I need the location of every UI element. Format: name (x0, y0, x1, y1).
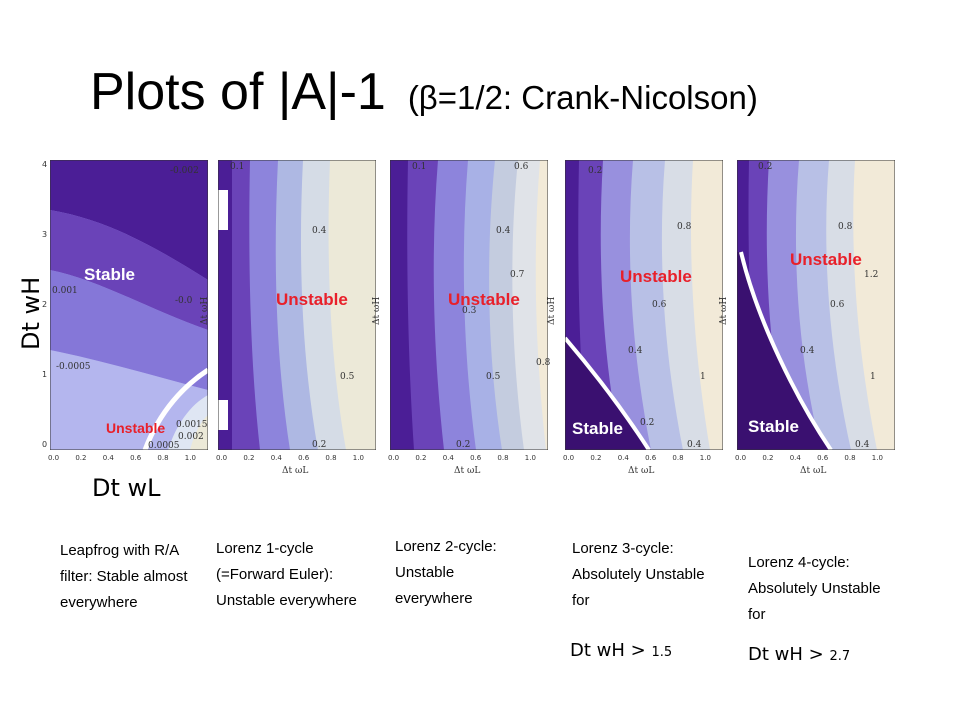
caption-leapfrog: Leapfrog with R/A filter: Stable almost … (60, 542, 188, 611)
contour-label: 0.6 (830, 300, 845, 310)
contour-label: 0.5 (340, 372, 355, 382)
contour-label: 0.1 (230, 162, 245, 172)
plot-lorenz-1 (218, 160, 376, 450)
condition-value: 1.5 (651, 645, 673, 660)
caption-lorenz-1: Lorenz 1-cycle (=Forward Euler): Unstabl… (216, 540, 357, 609)
contour-label: 0.7 (510, 270, 525, 280)
y-tick-0: 0 (42, 440, 48, 449)
x-axis-label-panel-5: Δt ωL (800, 466, 827, 476)
contour-label: 0.4 (496, 226, 511, 236)
title-main: Plots of |A|-1 (90, 63, 386, 121)
contour-label: 0.4 (855, 440, 870, 450)
y-axis-label-panel-5: Δt ωH (719, 296, 729, 325)
contour-label: 0.4 (628, 346, 643, 356)
condition-value: 2.7 (829, 649, 851, 664)
y-axis-label-panel-3: Δt ωH (372, 296, 382, 325)
contour-label: 0.002 (178, 432, 204, 442)
y-tick-2: 2 (42, 300, 48, 309)
region-label-unstable: Unstable (276, 290, 348, 309)
contour-label: 0.0005 (148, 441, 180, 451)
caption-lorenz-2: Lorenz 2-cycle: Unstable everywhere (395, 538, 497, 607)
slide-title: Plots of |A|-1 (β=1/2: Crank-Nicolson) (90, 62, 758, 122)
contour-label: 0.6 (514, 162, 529, 172)
x-ticks-panel-4: 0.0 0.2 0.4 0.6 0.8 1.0 (563, 454, 711, 462)
condition-relation: > (630, 640, 646, 661)
contour-label: -0.0 (175, 296, 193, 306)
condition-lorenz-3: Dt wH > 1.5 (570, 640, 672, 661)
big-y-axis-label: Dt wH (17, 276, 45, 350)
contour-label: 0.2 (640, 418, 655, 428)
y-axis-label-panel-4: Δt ωH (547, 296, 557, 325)
contour-label: 0.8 (677, 222, 692, 232)
contour-label: 1.2 (864, 270, 879, 280)
region-label-stable: Stable (84, 265, 136, 284)
x-axis-label-panel-2: Δt ωL (282, 466, 309, 476)
caption-lorenz-4: Lorenz 4-cycle: Absolutely Unstable for (748, 554, 881, 623)
region-label-stable: Stable (748, 417, 800, 436)
region-label-unstable: Unstable (620, 267, 692, 286)
plot-leapfrog (50, 160, 208, 450)
contour-label: 0.2 (758, 162, 773, 172)
contour-label: 0.2 (588, 166, 603, 176)
contour-label: 0.5 (486, 372, 501, 382)
contour-label: 0.4 (687, 440, 702, 450)
plot-lorenz-2 (390, 160, 548, 450)
y-tick-4: 4 (42, 160, 48, 169)
contour-label: 0.001 (52, 286, 78, 296)
region-label-stable: Stable (572, 419, 624, 438)
condition-relation: > (808, 644, 824, 665)
y-axis-label-panel-2: Δt ωH (200, 296, 210, 325)
region-label-unstable: Unstable (106, 420, 166, 436)
contour-label: 1 (870, 372, 876, 382)
contour-label: 0.3 (462, 306, 477, 316)
contour-label: 0.6 (652, 300, 667, 310)
x-ticks-panel-2: 0.0 0.2 0.4 0.6 0.8 1.0 (216, 454, 364, 462)
x-axis-label-panel-3: Δt ωL (454, 466, 481, 476)
contour-label: 0.0015 (176, 420, 208, 430)
contour-label: -0.002 (170, 166, 199, 176)
x-ticks-panel-3: 0.0 0.2 0.4 0.6 0.8 1.0 (388, 454, 536, 462)
contour-label: 0.4 (312, 226, 327, 236)
region-label-unstable: Unstable (448, 290, 520, 309)
y-tick-3: 3 (42, 230, 48, 239)
x-ticks-panel-1: 0.0 0.2 0.4 0.6 0.8 1.0 (48, 454, 196, 462)
big-x-axis-label: Dt wL (92, 474, 161, 502)
contour-label: 0.8 (536, 358, 551, 368)
contour-label: 0.1 (412, 162, 427, 172)
plot-lorenz-3 (565, 160, 723, 450)
x-ticks-panel-5: 0.0 0.2 0.4 0.6 0.8 1.0 (735, 454, 883, 462)
caption-lorenz-3: Lorenz 3-cycle: Absolutely Unstable for (572, 540, 705, 609)
condition-symbol: Dt wH (570, 640, 625, 661)
x-axis-label-panel-4: Δt ωL (628, 466, 655, 476)
contour-label: 0.2 (312, 440, 327, 450)
condition-symbol: Dt wH (748, 644, 803, 665)
contour-label: 0.2 (456, 440, 471, 450)
contour-label: 1 (700, 372, 706, 382)
y-tick-1: 1 (42, 370, 48, 379)
contour-label: 0.8 (838, 222, 853, 232)
plot-lorenz-4 (737, 160, 895, 450)
contour-label: -0.0005 (56, 362, 91, 372)
condition-lorenz-4: Dt wH > 2.7 (748, 644, 850, 665)
region-label-unstable: Unstable (790, 250, 862, 269)
title-sub: (β=1/2: Crank-Nicolson) (407, 79, 758, 116)
contour-label: 0.4 (800, 346, 815, 356)
